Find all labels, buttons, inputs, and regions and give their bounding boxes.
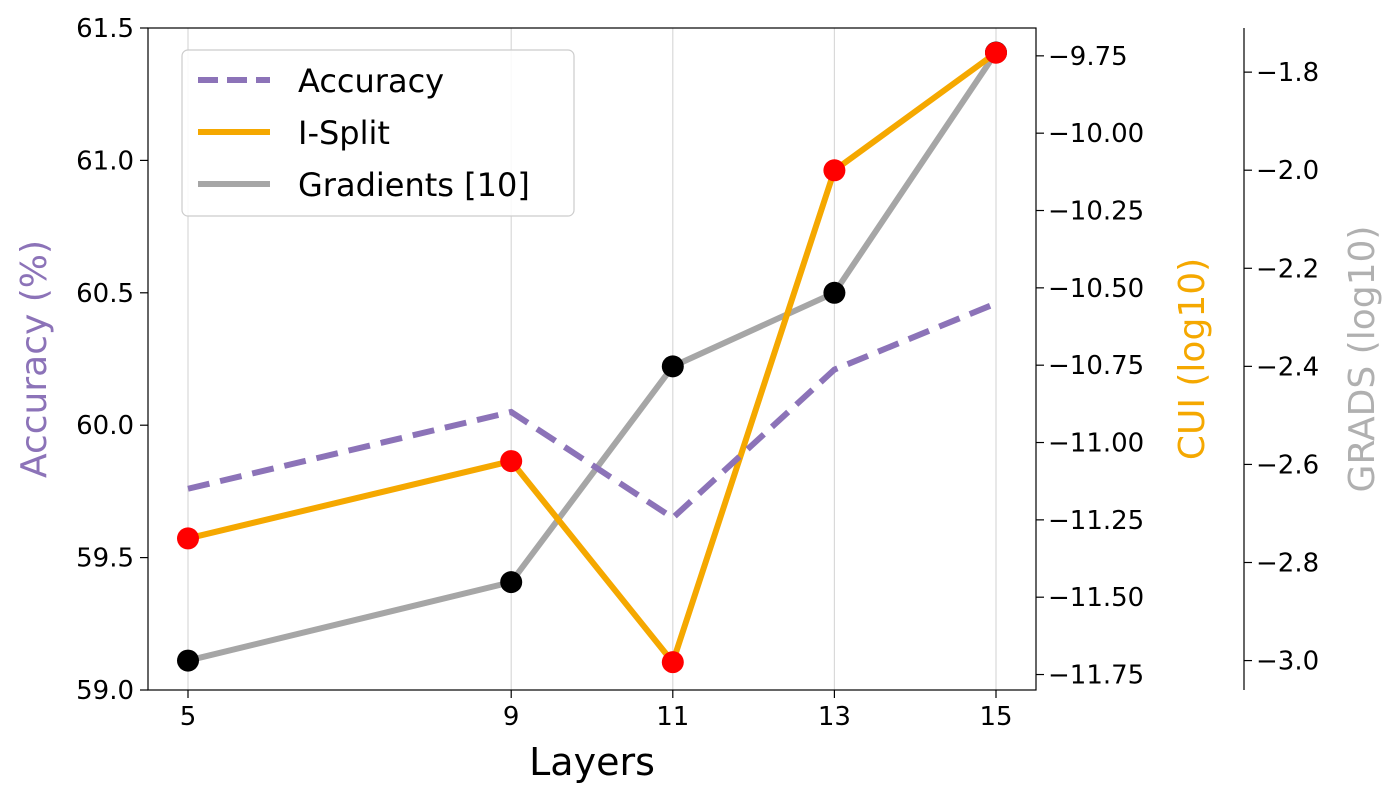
accuracy-tick-label-61.0: 61.0 [76,146,134,176]
accuracy-tick-label-59.5: 59.5 [76,544,134,574]
point-i-split-9 [500,450,523,473]
plot-frame [147,27,1037,691]
x-tick-label-15: 15 [979,702,1012,732]
x-axis: 5 9 11 13 15 [180,690,1013,732]
accuracy-axis-label: Accuracy (%) [14,240,55,478]
grads-tick-label-−2.2: −2.2 [1256,254,1319,284]
point-gradients-10-9 [500,571,523,594]
cui-axis: −9.75 −10.00 −10.25 −10.50 −10.75 −11.00 −11.2… [1036,42,1144,691]
grads-tick-label-−2.0: −2.0 [1256,156,1319,186]
grads-tick-label-−1.8: −1.8 [1256,58,1319,88]
grads-tick-label-−2.8: −2.8 [1256,549,1319,579]
cui-tick-label-−10.00: −10.00 [1048,119,1144,149]
legend-box [181,49,575,217]
cui-tick-label-−10.25: −10.25 [1048,197,1144,227]
cui-tick-label-−11.25: −11.25 [1048,506,1144,536]
x-tick-label-9: 9 [503,702,520,732]
point-gradients-10-13 [823,281,846,304]
x-tick-label-13: 13 [818,702,851,732]
cui-tick-label-−10.75: −10.75 [1048,351,1144,381]
grads-tick-label-−3.0: −3.0 [1256,647,1319,677]
accuracy-tick-label-60.0: 60.0 [76,411,134,441]
grads-axis: −1.8 −2.0 −2.2 −2.4 −2.6 −2.8 −3.0 [1244,58,1319,677]
x-tick-label-11: 11 [656,702,689,732]
accuracy-axis: 59.0 59.5 60.0 60.5 61.0 61.5 [76,14,148,706]
point-i-split-11 [661,651,684,674]
accuracy-tick-label-59.0: 59.0 [76,676,134,706]
grads-axis-label: GRADS (log10) [1342,226,1383,493]
point-i-split-5 [177,527,199,550]
point-gradients-10-5 [177,649,199,672]
cui-tick-label-−10.50: −10.50 [1048,274,1144,304]
legend-accuracy-label: Accuracy [298,62,444,100]
point-gradients-10-11 [661,355,684,378]
cui-tick-label-−11.75: −11.75 [1048,661,1144,691]
accuracy-tick-label-61.5: 61.5 [76,14,134,44]
x-tick-label-5: 5 [180,702,197,732]
grads-tick-label-−2.4: −2.4 [1256,352,1319,382]
point-i-split-13 [823,159,846,182]
legend-isplit-label: I-Split [298,114,390,152]
cui-tick-label-−11.50: −11.50 [1048,583,1144,613]
cui-tick-label-−9.75: −9.75 [1048,42,1128,72]
legend-gradients-label: Gradients [10] [298,166,530,204]
marker-layer [177,41,1007,674]
cui-axis-label: CUI (log10) [1172,258,1213,460]
x-axis-label: Layers [529,740,655,784]
point-i-split-15 [985,41,1007,64]
series-line-accuracy [187,300,998,522]
legend: Accuracy I-Split Gradients [10] [181,49,575,217]
grads-tick-label-−2.6: −2.6 [1256,450,1319,480]
accuracy-tick-label-60.5: 60.5 [76,279,134,309]
cui-tick-label-−11.00: −11.00 [1048,429,1144,459]
